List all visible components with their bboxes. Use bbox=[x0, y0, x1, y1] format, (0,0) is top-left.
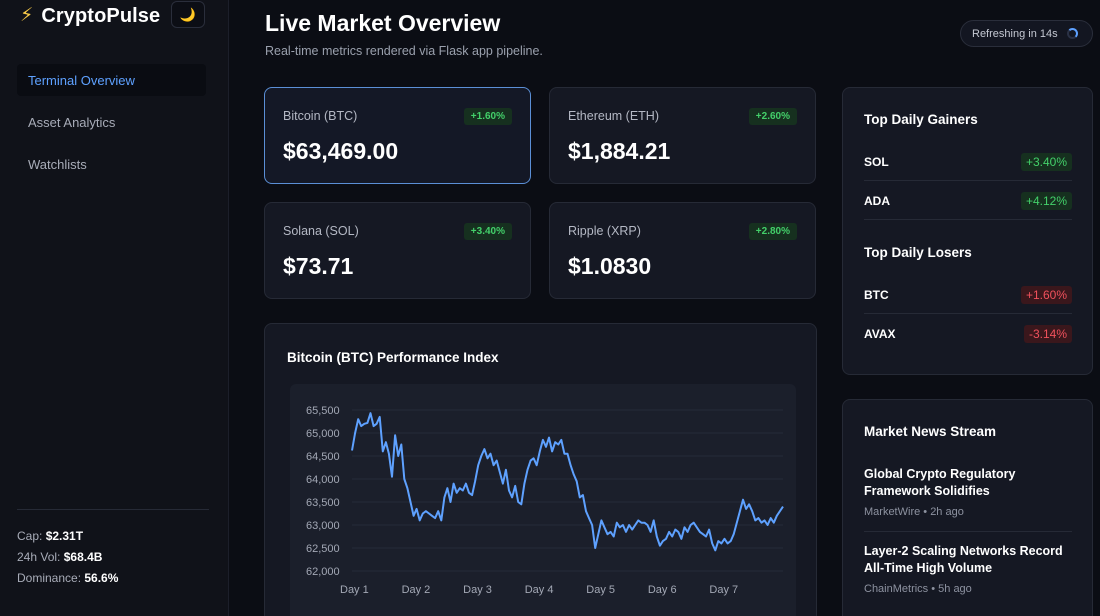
card-change-badge: +2.80% bbox=[748, 223, 797, 240]
mover-change: +4.12% bbox=[1020, 191, 1072, 210]
news-divider bbox=[864, 531, 1072, 532]
card-asset-name: Ripple (XRP) bbox=[568, 224, 641, 238]
news-heading: Market News Stream bbox=[864, 424, 997, 439]
y-tick-label: 62,500 bbox=[306, 543, 340, 555]
volume-label: 24h Vol: bbox=[17, 550, 61, 564]
refresh-indicator[interactable]: Refreshing in 14s bbox=[960, 20, 1093, 47]
mover-change: +3.40% bbox=[1020, 152, 1072, 171]
mover-symbol: AVAX bbox=[864, 327, 896, 341]
dominance-value: 56.6% bbox=[84, 571, 119, 585]
lightning-icon: ⚡ bbox=[20, 5, 34, 26]
y-tick-label: 63,000 bbox=[306, 520, 340, 532]
news-item[interactable]: Global Crypto Regulatory Framework Solid… bbox=[864, 466, 1072, 518]
nav-item-terminal-overview[interactable]: Terminal Overview bbox=[17, 64, 206, 96]
x-tick-label: Day 4 bbox=[525, 584, 554, 596]
card-price: $63,469.00 bbox=[283, 138, 399, 164]
market-cap-value: $2.31T bbox=[45, 529, 84, 543]
sidebar: ⚡ CryptoPulse 🌙 Terminal Overview Asset … bbox=[0, 0, 229, 616]
mover-symbol: ADA bbox=[864, 193, 890, 208]
theme-toggle-button[interactable]: 🌙 bbox=[171, 1, 205, 28]
price-card-btc[interactable]: Bitcoin (BTC) +1.60% $63,469.00 bbox=[264, 87, 531, 184]
card-change-badge: +3.40% bbox=[463, 223, 512, 240]
gainer-row-ada[interactable]: ADA +4.12% bbox=[864, 182, 1072, 220]
y-tick-label: 65,000 bbox=[306, 428, 340, 440]
card-asset-name: Bitcoin (BTC) bbox=[283, 109, 358, 123]
market-cap-stat: Cap: $2.31T bbox=[17, 528, 118, 549]
y-tick-label: 64,500 bbox=[306, 451, 340, 463]
page-subtitle: Real-time metrics rendered via Flask app… bbox=[265, 44, 543, 58]
chart-title: Bitcoin (BTC) Performance Index bbox=[287, 350, 499, 365]
mover-change: +1.60% bbox=[1020, 285, 1072, 304]
price-line-chart[interactable]: 65,500 65,000 64,500 64,000 63,500 63,000 62,5… bbox=[290, 384, 796, 616]
refresh-label: Refreshing in 14s bbox=[972, 27, 1058, 40]
price-card-sol[interactable]: Solana (SOL) +3.40% $73.71 bbox=[264, 202, 531, 299]
card-asset-name: Solana (SOL) bbox=[283, 224, 359, 238]
card-price: $1,884.21 bbox=[568, 138, 671, 164]
moon-icon: 🌙 bbox=[179, 6, 197, 22]
movers-panel: Top Daily Gainers SOL +3.40% ADA +4.12% … bbox=[842, 87, 1093, 375]
y-tick-label: 63,500 bbox=[306, 497, 340, 509]
chart-area: 65,500 65,000 64,500 64,000 63,500 63,000 62,5… bbox=[290, 384, 796, 616]
performance-chart-panel: Bitcoin (BTC) Performance Index 65,500 65… bbox=[264, 323, 817, 616]
spinner-icon bbox=[1066, 28, 1078, 39]
mover-symbol: SOL bbox=[864, 154, 889, 169]
brand-name: CryptoPulse bbox=[41, 4, 161, 27]
news-meta: ChainMetrics • 5h ago bbox=[864, 583, 972, 595]
sidebar-nav: Terminal Overview Asset Analytics Watchl… bbox=[17, 64, 206, 190]
news-headline[interactable]: Global Crypto Regulatory Framework Solid… bbox=[864, 467, 1016, 498]
nav-item-watchlists[interactable]: Watchlists bbox=[28, 156, 87, 172]
x-tick-label: Day 5 bbox=[586, 584, 615, 596]
mover-symbol: BTC bbox=[864, 287, 889, 302]
news-item[interactable]: Layer-2 Scaling Networks Record All-Time… bbox=[864, 543, 1072, 595]
dominance-stat: Dominance: 56.6% bbox=[17, 570, 118, 591]
volume-stat: 24h Vol: $68.4B bbox=[17, 549, 118, 570]
news-headline[interactable]: Layer-2 Scaling Networks Record All-Time… bbox=[864, 544, 1063, 575]
news-meta: MarketWire • 2h ago bbox=[864, 506, 964, 518]
losers-heading: Top Daily Losers bbox=[864, 245, 972, 260]
dominance-label: Dominance: bbox=[17, 571, 82, 585]
market-stats: Cap: $2.31T 24h Vol: $68.4B Dominance: 5… bbox=[17, 528, 118, 591]
loser-row-avax[interactable]: AVAX -3.14% bbox=[864, 315, 1072, 353]
news-panel: Market News Stream Global Crypto Regulat… bbox=[842, 399, 1093, 616]
loser-row-btc[interactable]: BTC +1.60% bbox=[864, 276, 1072, 314]
card-asset-name: Ethereum (ETH) bbox=[568, 109, 659, 123]
y-tick-label: 64,000 bbox=[306, 474, 340, 486]
sidebar-divider bbox=[17, 509, 209, 510]
btc-price-line bbox=[351, 412, 784, 552]
brand[interactable]: ⚡ CryptoPulse bbox=[20, 4, 160, 28]
gainers-heading: Top Daily Gainers bbox=[864, 112, 978, 127]
price-card-eth[interactable]: Ethereum (ETH) +2.60% $1,884.21 bbox=[549, 87, 816, 184]
x-tick-label: Day 6 bbox=[648, 584, 677, 596]
x-tick-label: Day 3 bbox=[463, 584, 492, 596]
x-tick-label: Day 1 bbox=[340, 584, 369, 596]
nav-item-asset-analytics[interactable]: Asset Analytics bbox=[28, 114, 116, 130]
card-price: $73.71 bbox=[283, 253, 354, 279]
y-tick-label: 62,000 bbox=[306, 566, 340, 578]
volume-value: $68.4B bbox=[63, 550, 103, 564]
gainer-row-sol[interactable]: SOL +3.40% bbox=[864, 143, 1072, 181]
x-tick-label: Day 7 bbox=[709, 584, 738, 596]
page-title: Live Market Overview bbox=[265, 10, 501, 36]
card-change-badge: +1.60% bbox=[463, 108, 512, 125]
price-card-xrp[interactable]: Ripple (XRP) +2.80% $1.0830 bbox=[549, 202, 816, 299]
x-tick-label: Day 2 bbox=[402, 584, 431, 596]
card-price: $1.0830 bbox=[568, 253, 652, 279]
market-cap-label: Cap: bbox=[17, 529, 43, 543]
card-change-badge: +2.60% bbox=[748, 108, 797, 125]
mover-change: -3.14% bbox=[1023, 325, 1072, 343]
y-tick-label: 65,500 bbox=[306, 405, 340, 417]
